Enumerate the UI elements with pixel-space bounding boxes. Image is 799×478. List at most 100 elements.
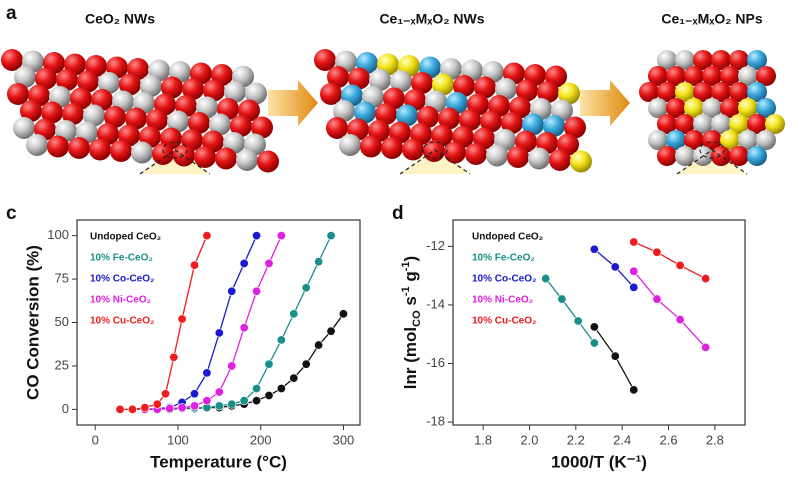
y-tick-label: -18 [426,414,445,429]
y-axis-label: lnr (molCO s-1 g-1) [400,256,423,389]
legend-label: Undoped CeO₂ [472,232,543,243]
y-tick-label: 25 [55,357,69,372]
atom [125,107,147,130]
data-point [177,314,187,324]
x-tick-label: 100 [167,432,189,447]
cone-outline [676,149,748,175]
atoms [1,49,785,173]
data-point [264,359,274,369]
atom [702,98,722,118]
atom [453,75,475,97]
atom [369,69,391,91]
data-point [589,244,599,254]
data-point [190,401,200,411]
atom [140,75,162,97]
data-point [301,283,311,293]
atom [639,82,659,102]
data-point [214,401,224,411]
atom [666,130,686,150]
atom [209,113,231,136]
atom [56,69,78,91]
atom [396,104,418,127]
cone [677,148,747,174]
atom [720,66,740,86]
arrow [580,80,630,126]
atom [13,117,35,139]
atom [501,112,523,134]
data-point [701,342,711,352]
atom [729,82,749,102]
data-point [264,258,274,268]
atom [657,146,677,166]
legend-label: 10% Cu-CeO₂ [90,316,154,327]
atom [738,98,758,118]
y-axis-label-part: CO [411,310,423,327]
structure-title: Ce₁₋ₓMₓO₂ NPs [661,11,762,27]
legend-label: 10% Co-CeO₂ [90,274,154,285]
series-line [545,278,595,344]
atom [465,143,487,165]
legend-label: 10% Cu-CeO₂ [472,316,536,327]
y-tick-label: -14 [426,296,445,311]
atom [657,50,677,70]
data-point [629,266,639,276]
atom [648,66,668,86]
atom [711,146,731,166]
data-point [227,286,237,296]
atom [720,130,740,150]
structure-title: CeO₂ NWs [85,11,155,27]
data-point [314,340,324,350]
atom [348,67,370,90]
data-point [314,257,324,267]
atom [729,114,749,134]
x-tick-label: 2.2 [567,432,585,447]
data-point [289,373,299,383]
atom [528,147,550,170]
atom [657,82,677,102]
y-axis-label-part: -1 [400,261,412,271]
x-axis-label: Temperature (°C) [150,452,287,471]
y-tick-label: 50 [55,314,69,329]
atom [251,116,273,139]
atom [35,67,57,90]
atom [756,130,776,150]
data-point [227,399,237,409]
atom [203,79,225,102]
atom [648,98,668,118]
atom [711,82,731,102]
panel-label: a [6,3,17,24]
data-point [239,258,249,268]
atom [693,50,713,70]
atom [675,114,695,134]
cone-outlines [139,141,748,175]
atom [188,112,210,134]
y-tick-label: -16 [426,355,445,370]
atom [47,135,69,158]
data-point [589,338,599,348]
atom [327,66,349,88]
atom [62,103,84,125]
y-axis-label-part: s [401,296,420,310]
data-point [202,231,212,241]
atom [432,73,454,96]
atom [666,66,686,86]
atom [480,110,502,133]
data-point [214,387,224,397]
data-point [326,326,336,336]
atom [417,106,439,128]
atom [702,130,722,150]
data-point [239,396,249,406]
data-point [326,231,336,241]
atom [423,140,445,162]
data-point [276,231,286,241]
atom [729,50,749,70]
atom [666,98,686,118]
atom [402,138,424,161]
series-line [144,235,282,411]
atom [486,144,508,167]
atom [390,70,412,93]
atom [68,137,90,159]
atom [684,98,704,118]
atom [720,98,740,118]
